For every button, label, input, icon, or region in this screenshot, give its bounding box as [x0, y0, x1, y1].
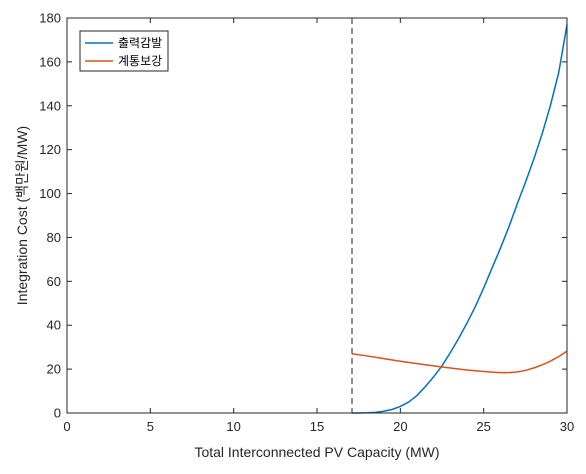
- legend-label-계통보강: 계통보강: [118, 54, 162, 68]
- series-line-1: [351, 350, 568, 374]
- legend-label-출력감발: 출력감발: [118, 36, 162, 50]
- x-tick-label: 0: [63, 419, 70, 434]
- x-axis-ticks: 0 5 10 15 20 25 30: [63, 18, 574, 434]
- x-axis-label: Total Interconnected PV Capacity (MW): [194, 444, 439, 460]
- x-tick-label: 5: [147, 419, 154, 434]
- y-tick-label: 120: [39, 142, 61, 157]
- y-tick-label: 100: [39, 186, 61, 201]
- y-tick-label: 180: [39, 11, 61, 26]
- x-tick-label: 30: [560, 419, 574, 434]
- series-layer: [351, 24, 568, 414]
- y-axis-ticks: 0 20 40 60 80 100 120 140 160 180: [39, 11, 567, 421]
- x-tick-label: 25: [476, 419, 490, 434]
- y-tick-label: 140: [39, 98, 61, 113]
- y-tick-label: 20: [47, 362, 61, 377]
- y-axis-label: Integration Cost (백만원/MW): [14, 126, 30, 305]
- legend-box: [79, 30, 169, 72]
- x-tick-label: 15: [310, 419, 324, 434]
- y-tick-label: 40: [47, 318, 61, 333]
- x-tick-label: 10: [226, 419, 240, 434]
- series-line-0: [352, 24, 568, 414]
- y-tick-label: 80: [47, 230, 61, 245]
- y-tick-label: 60: [47, 274, 61, 289]
- y-tick-label: 160: [39, 54, 61, 69]
- legend: 출력감발 계통보강: [79, 30, 169, 72]
- x-tick-label: 20: [393, 419, 407, 434]
- y-tick-label: 0: [54, 406, 61, 421]
- plot-area: [67, 18, 567, 413]
